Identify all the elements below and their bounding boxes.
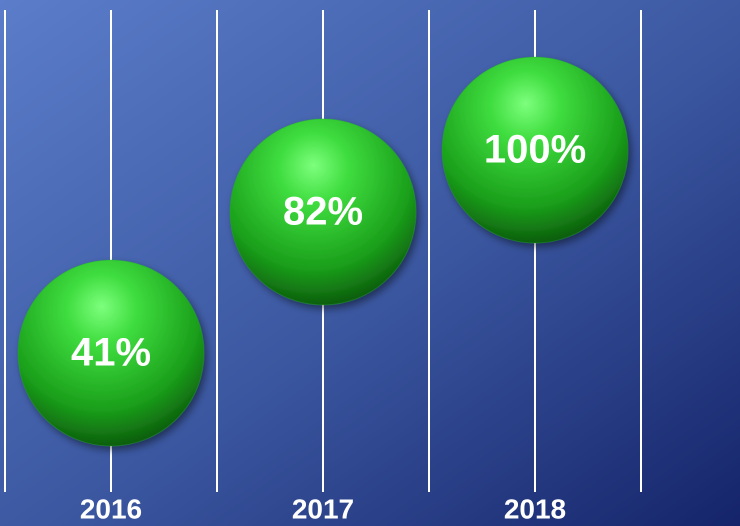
sphere [17, 259, 205, 447]
value-label: 100% [484, 128, 586, 172]
value-label: 41% [71, 331, 151, 375]
value-label: 82% [283, 189, 363, 233]
category-label: 2016 [80, 493, 142, 524]
category-label: 2017 [292, 493, 354, 524]
category-label: 2018 [504, 493, 566, 524]
sphere [229, 118, 417, 306]
sphere [441, 56, 629, 244]
